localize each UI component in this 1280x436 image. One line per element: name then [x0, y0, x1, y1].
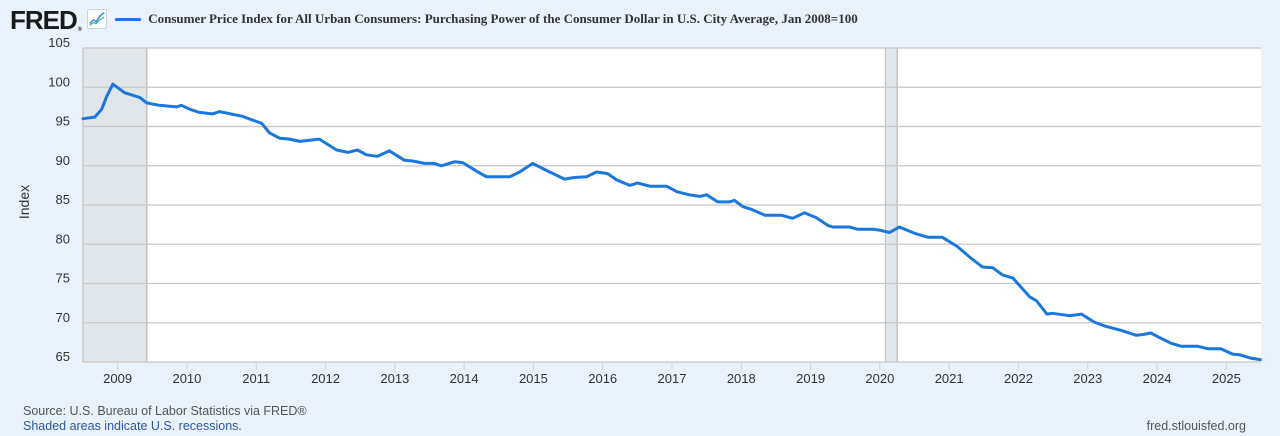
x-tick-label: 2018: [727, 371, 756, 386]
y-axis-title: Index: [16, 185, 32, 219]
line-chart-icon: [87, 9, 108, 29]
fred-logo[interactable]: FRED®: [10, 5, 83, 35]
x-tick-label: 2025: [1212, 371, 1241, 386]
x-tick-label: 2009: [103, 371, 132, 386]
x-tick-label: 2017: [658, 371, 687, 386]
x-tick-label: 2012: [311, 371, 340, 386]
x-tick-label: 2013: [380, 371, 409, 386]
chart-header: FRED® Consumer Price Index for All Urban…: [10, 4, 858, 34]
y-tick-label: 75: [56, 271, 70, 286]
source-note: Source: U.S. Bureau of Labor Statistics …: [23, 404, 307, 418]
series-line[interactable]: [81, 82, 1262, 362]
x-tick-label: 2020: [865, 371, 894, 386]
x-tick-label: 2021: [935, 371, 964, 386]
y-tick-label: 100: [48, 74, 70, 89]
x-tick-label: 2022: [1004, 371, 1033, 386]
y-tick-label: 90: [56, 153, 70, 168]
x-tick-label: 2019: [796, 371, 825, 386]
fred-logo-text: FRED: [10, 5, 78, 35]
line-chart: 65 70 75 80 85 90 95 100 105 2009 2010 2011 2012 2013…: [16, 35, 1262, 386]
x-tick-label: 2015: [519, 371, 548, 386]
x-tick-label: 2011: [242, 371, 270, 386]
legend-swatch: [115, 17, 142, 21]
legend-series-title[interactable]: Consumer Price Index for All Urban Consu…: [148, 11, 858, 26]
recession-note[interactable]: Shaded areas indicate U.S. recessions.: [23, 419, 242, 433]
y-tick-label: 105: [48, 35, 70, 50]
x-tick-label: 2010: [172, 371, 201, 386]
x-tick-label: 2016: [588, 371, 617, 386]
y-tick-label: 85: [56, 192, 70, 207]
y-tick-label: 80: [56, 231, 70, 246]
y-tick-label: 70: [56, 310, 70, 325]
fred-logo-registered: ®: [77, 27, 83, 33]
x-tick-label: 2023: [1073, 371, 1102, 386]
x-tick-label: 2014: [450, 371, 479, 386]
y-tick-label: 95: [56, 114, 70, 129]
y-tick-label: 65: [56, 349, 70, 364]
fred-url[interactable]: fred.stlouisfed.org: [1146, 419, 1246, 433]
x-tick-label: 2024: [1143, 371, 1172, 386]
